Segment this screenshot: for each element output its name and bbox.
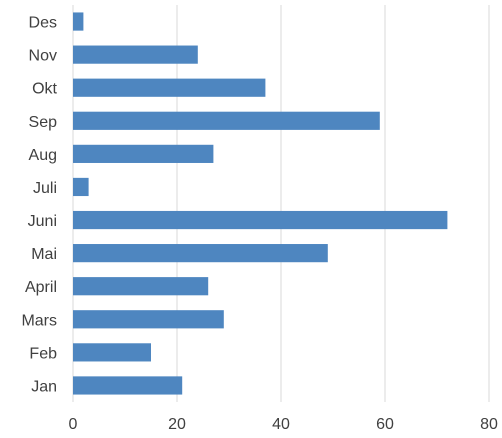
category-label-mars: Mars [21,312,57,329]
bar-feb [73,343,151,362]
value-axis: 0 20 40 60 80 [69,416,498,433]
bars [73,12,448,395]
category-label-april: April [25,279,57,296]
category-label-juni: Juni [28,213,57,230]
bar-okt [73,78,266,97]
category-label-sep: Sep [29,114,58,131]
category-label-nov: Nov [29,48,57,65]
bar-jan [73,376,183,395]
category-label-jan: Jan [31,378,57,395]
bar-sep [73,111,380,130]
bar-nov [73,45,198,64]
category-axis: Jan Feb Mars April Mai Juni Juli Aug Sep Okt Nov De… [21,15,57,396]
category-label-mai: Mai [31,246,57,263]
x-tick-label: 60 [376,416,394,433]
category-label-okt: Okt [32,81,57,98]
x-tick-label: 0 [69,416,78,433]
bar-mars [73,310,224,329]
bar-aug [73,144,214,163]
category-label-des: Des [29,15,57,32]
bar-juni [73,210,448,230]
bar-juli [73,177,89,197]
bar-april [73,277,209,296]
gridlines [72,5,490,402]
bar-des [73,12,84,31]
category-label-feb: Feb [29,345,57,362]
bar-mai [73,244,328,263]
x-tick-label: 40 [272,416,290,433]
category-label-aug: Aug [29,147,57,164]
category-label-juli: Juli [33,180,57,197]
x-tick-label: 80 [480,416,498,433]
x-tick-label: 20 [168,416,186,433]
